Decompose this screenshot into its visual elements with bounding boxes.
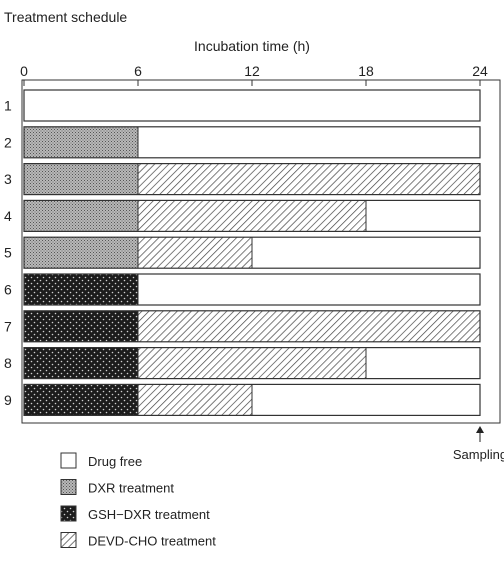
- segment-gsh: [24, 347, 138, 379]
- schedule-row: 6: [4, 273, 481, 306]
- row-label: 2: [4, 134, 12, 150]
- row-bar-outline: [23, 347, 481, 380]
- axis-ticks: 0 6 12 18 24: [20, 63, 488, 86]
- tick-label: 24: [472, 63, 488, 79]
- legend-label: DXR treatment: [88, 481, 174, 496]
- tick-label: 18: [358, 63, 374, 79]
- segment-devd: [138, 237, 252, 269]
- legend-item: DEVD-CHO treatment: [60, 532, 216, 549]
- chart-frame: [21, 79, 501, 424]
- sampling-label: Sampling: [453, 447, 504, 462]
- segment-dxr: [24, 237, 138, 269]
- row-bar-outline: [23, 310, 481, 343]
- segment-dxr: [24, 200, 138, 232]
- segment-gsh: [24, 384, 138, 416]
- segment-gsh: [24, 274, 138, 305]
- row-label: 6: [4, 282, 12, 298]
- row-bar-outline: [23, 89, 481, 122]
- segment-devd: [138, 347, 366, 379]
- tick-label: 0: [20, 63, 28, 79]
- row-label: 1: [4, 98, 12, 114]
- segment-drug-free: [366, 347, 480, 379]
- segment-drug-free: [138, 126, 480, 158]
- schedule-row: 1: [4, 89, 481, 122]
- legend-item: DXR treatment: [60, 479, 174, 496]
- row-label: 7: [4, 318, 12, 334]
- legend-swatch: [60, 532, 77, 548]
- sampling-arrowhead: [476, 426, 484, 433]
- row-label: 9: [4, 392, 12, 408]
- segment-drug-free: [138, 274, 480, 305]
- row-bar-outline: [23, 126, 481, 159]
- segment-drug-free: [252, 384, 480, 416]
- segment-devd: [138, 384, 252, 416]
- segment-devd: [138, 310, 480, 342]
- segment-dxr: [24, 126, 138, 158]
- legend-label: Drug free: [88, 454, 142, 469]
- tick-label: 12: [244, 63, 260, 79]
- schedule-row: 8: [4, 347, 481, 380]
- axis-title: Incubation time (h): [194, 38, 310, 54]
- segment-gsh: [24, 310, 138, 342]
- segment-drug-free: [24, 90, 480, 121]
- row-bar-outline: [23, 383, 481, 416]
- legend-label: DEVD-CHO treatment: [88, 534, 216, 549]
- row-label: 5: [4, 245, 12, 261]
- schedule-row: 4: [4, 199, 481, 232]
- legend: Drug free DXR treatment GSH−DXR treatment D…: [60, 452, 216, 549]
- row-bar-outline: [23, 273, 481, 306]
- sampling-marker: Sampling: [453, 426, 504, 462]
- segment-dxr: [24, 163, 138, 195]
- segment-drug-free: [366, 200, 480, 232]
- legend-swatch: [60, 505, 77, 522]
- legend-item: GSH−DXR treatment: [60, 505, 210, 522]
- schedule-row: 2: [4, 126, 481, 159]
- schedule-row: 7: [4, 310, 481, 343]
- row-bar-outline: [23, 236, 481, 269]
- row-bar-outline: [23, 163, 481, 196]
- legend-item: Drug free: [60, 452, 142, 469]
- segment-devd: [138, 200, 366, 232]
- schedule-row: 3: [4, 163, 481, 196]
- schedule-rows: 1 2 3 4 5 6 7 8 9: [4, 89, 481, 416]
- row-label: 3: [4, 171, 12, 187]
- row-bar-outline: [23, 199, 481, 232]
- row-label: 8: [4, 355, 12, 371]
- segment-drug-free: [252, 237, 480, 269]
- tick-label: 6: [134, 63, 142, 79]
- row-label: 4: [4, 208, 12, 224]
- legend-swatch: [60, 479, 77, 495]
- schedule-row: 5: [4, 236, 481, 269]
- legend-label: GSH−DXR treatment: [88, 507, 210, 522]
- legend-swatch: [60, 452, 77, 469]
- segment-devd: [138, 163, 480, 195]
- schedule-row: 9: [4, 383, 481, 416]
- figure-title: Treatment schedule: [4, 9, 127, 25]
